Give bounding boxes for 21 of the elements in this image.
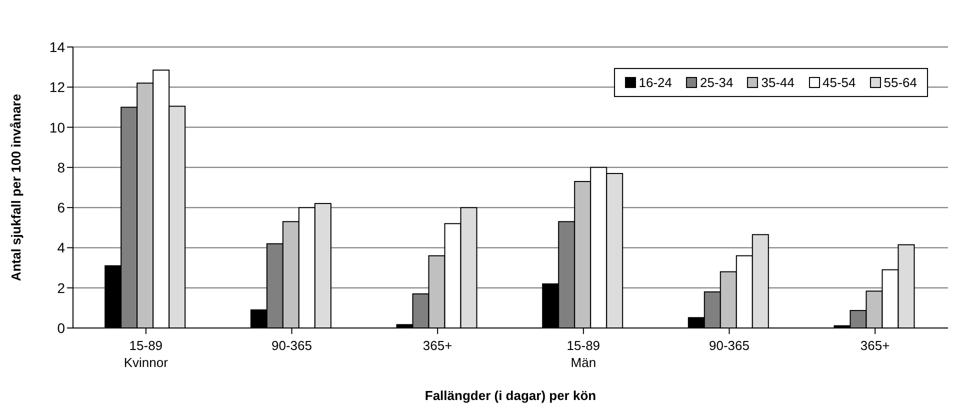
y-tick-label: 0 — [57, 320, 66, 336]
x-tick-label: 90-365 — [272, 338, 312, 353]
x-tick-label: 15-89 Kvinnor — [124, 338, 169, 370]
legend-label: 25-34 — [700, 75, 734, 90]
x-tick-label: 90-365 — [709, 338, 750, 353]
legend-label: 35-44 — [761, 75, 794, 90]
y-tick-label: 8 — [57, 159, 66, 176]
legend-label: 45-54 — [822, 75, 856, 90]
y-tick-label: 4 — [57, 240, 66, 256]
legend-label: 55-64 — [884, 75, 917, 90]
y-axis-title: Antal sjukfall per 100 invånare — [8, 94, 24, 282]
y-tick-label: 6 — [57, 200, 66, 216]
y-tick-label: 12 — [49, 79, 66, 96]
x-tick-label: 365+ — [860, 338, 890, 353]
legend-label: 16-24 — [638, 75, 672, 90]
y-tick-label: 14 — [49, 38, 66, 55]
x-tick-label: 15-89 Män — [566, 338, 600, 370]
y-tick-label: 2 — [57, 280, 66, 296]
x-tick-label: 365+ — [422, 338, 452, 353]
y-tick-label: 10 — [49, 119, 66, 136]
x-axis-title: Fallängder (i dagar) per kön — [424, 388, 596, 403]
